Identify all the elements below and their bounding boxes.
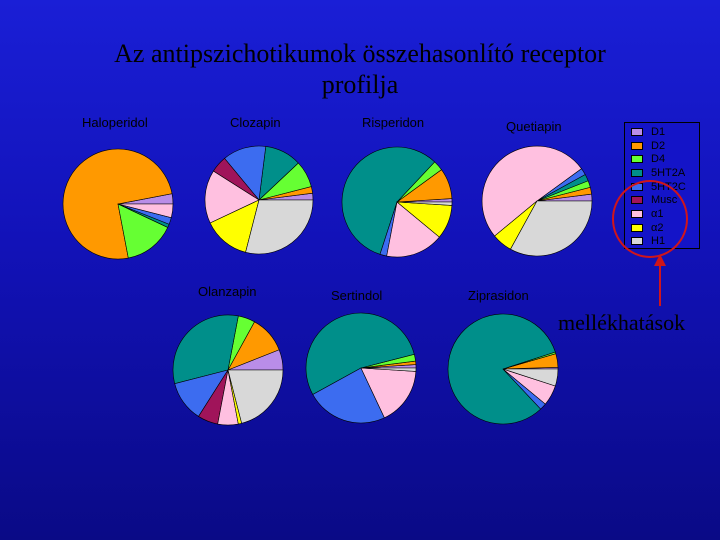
legend-swatch [631,127,643,136]
pie-slice-α1 [386,201,440,258]
slide-title: Az antipszichotikumok összehasonlító rec… [40,38,680,100]
pie-slice-α1 [360,367,417,419]
pie-label-olanzapin: Olanzapin [198,284,257,299]
up-arrow-icon [654,254,666,306]
pie-label-quetiapin: Quetiapin [506,119,562,134]
pie-slice-5HT2A [305,312,415,395]
pie-slice-D2 [62,148,173,260]
side-effect-highlight-circle [612,180,688,258]
legend-swatch [631,168,643,177]
pie-sertindol [305,312,417,424]
pie-olanzapin [172,314,284,426]
legend-item: D1 [631,125,699,139]
side-effects-label: mellékhatások [558,310,686,335]
pie-slice-α1 [481,145,582,237]
legend-item: D4 [631,152,699,166]
pie-slice-H1 [360,367,417,372]
legend-label: D1 [651,125,666,138]
pie-clozapin [204,145,314,255]
pie-slice-α1 [117,203,174,219]
pie-slice-H1 [227,369,284,424]
title-line-2: profilja [321,70,399,99]
pie-slice-α1 [204,170,260,224]
legend-swatch [631,141,643,150]
pie-label-ziprasidon: Ziprasidon [468,288,529,303]
pie-slice-H1 [502,368,559,387]
pie-slice-5HT2A [172,314,239,385]
legend-label: 5HT2A [651,166,686,179]
legend-label: D4 [651,153,666,166]
pie-slice-5HT2A [341,146,436,255]
legend-item: 5HT2A [631,166,699,180]
legend-swatch [631,155,643,164]
title-line-1: Az antipszichotikumok összehasonlító rec… [114,39,606,68]
legend-item: D2 [631,139,699,153]
pie-slice-H1 [510,200,593,257]
pie-label-risperidon: Risperidon [362,115,425,130]
pie-ziprasidon [447,313,559,425]
pie-slice-5HT2C [312,367,385,424]
pie-label-haloperidol: Haloperidol [82,115,148,130]
pie-label-sertindol: Sertindol [331,288,383,303]
pie-slice-H1 [245,199,314,255]
legend-label: D2 [651,139,666,152]
pie-slice-H1 [396,201,453,206]
pie-quetiapin [481,145,593,257]
pie-label-clozapin: Clozapin [230,115,281,130]
pie-haloperidol [62,148,174,260]
pie-risperidon [341,146,453,258]
pie-slice-D4 [117,203,169,259]
